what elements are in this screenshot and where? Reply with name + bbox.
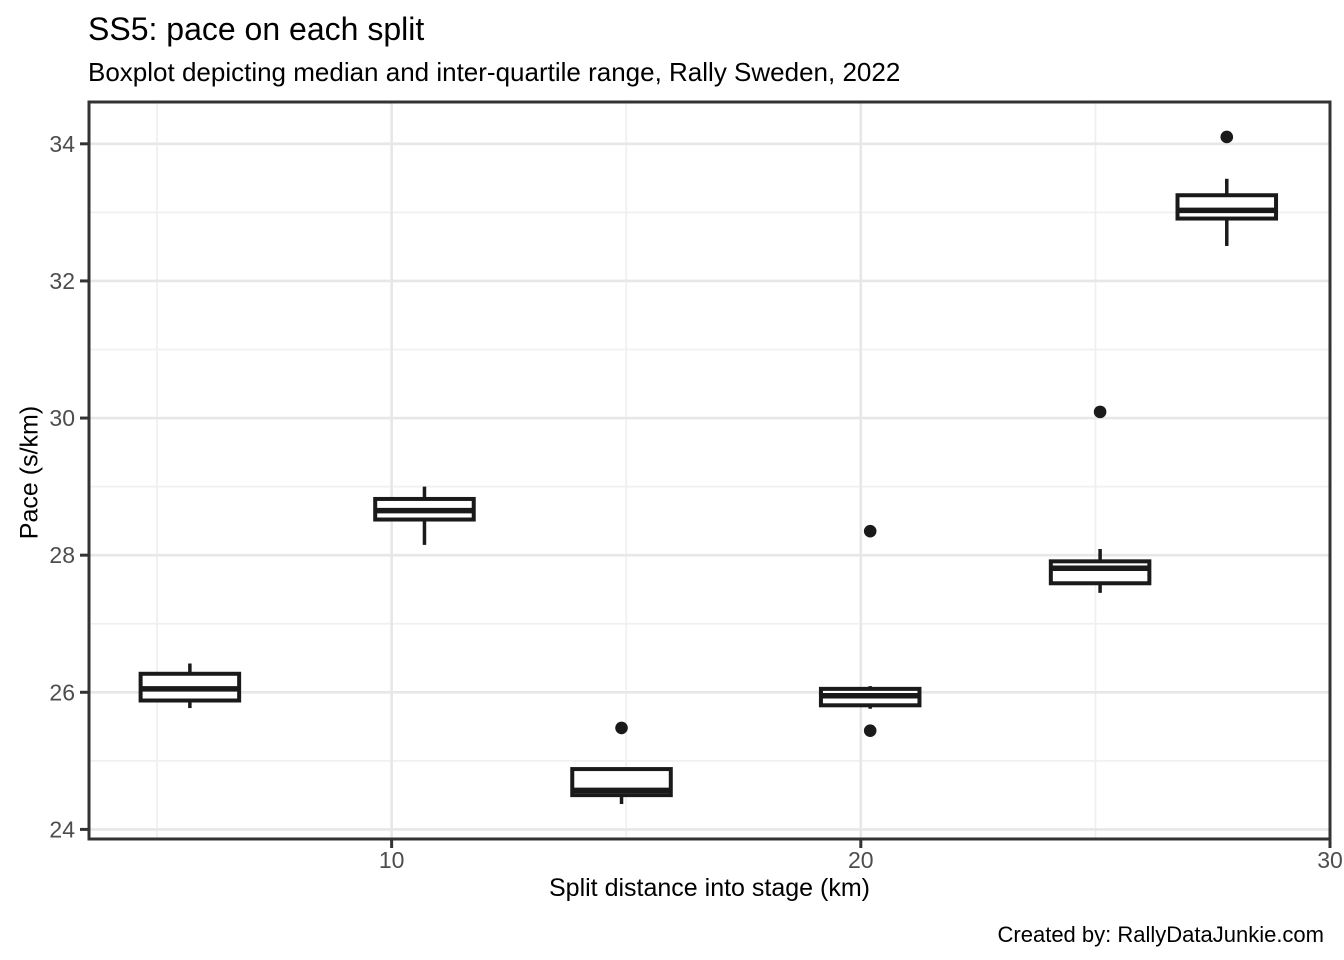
y-tick-label: 26 [49,679,75,705]
outlier-point [863,524,877,538]
y-tick-label: 30 [49,405,75,431]
outlier-point [615,721,628,735]
x-tick-label: 30 [1317,847,1343,873]
chart-subtitle: Boxplot depicting median and inter-quart… [88,57,901,87]
credit-footer: Created by: RallyDataJunkie.com [997,922,1324,947]
x-axis-label: Split distance into stage (km) [549,874,870,902]
outlier-point [1220,130,1234,144]
x-tick-label: 10 [379,847,405,873]
outlier-point [1093,405,1107,419]
panel-border [87,100,1332,841]
chart-title: SS5: pace on each split [88,11,425,47]
y-tick-label: 28 [49,542,75,568]
outlier-point [863,724,877,737]
y-tick-label: 32 [49,268,75,294]
y-axis-label: Pace (s/km) [15,405,44,540]
iqr-box [1048,559,1152,586]
x-tick-label: 20 [848,847,874,873]
y-tick-label: 34 [49,131,75,157]
iqr-box [1175,193,1279,221]
y-tick-label: 24 [49,816,75,842]
